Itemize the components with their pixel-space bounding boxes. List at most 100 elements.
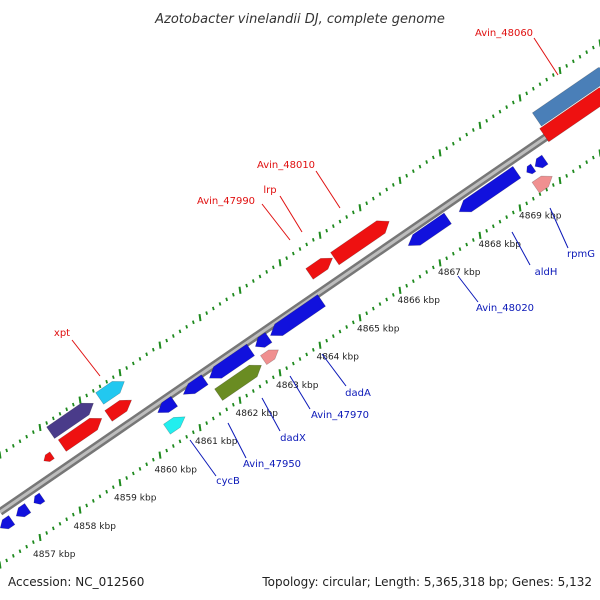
- gene-feature-reverse: [208, 343, 255, 379]
- gene-feature-forward: [305, 257, 333, 280]
- gene-label-avin_48020: Avin_48020: [476, 303, 534, 314]
- gene-leader-line: [321, 353, 347, 387]
- tick-mark: [545, 187, 549, 192]
- tick-mark: [51, 416, 55, 421]
- gene-leader-line: [189, 439, 217, 477]
- tick-mark: [78, 396, 82, 404]
- tick-mark: [378, 192, 382, 196]
- tick-mark: [251, 279, 255, 283]
- tick-mark: [31, 430, 35, 434]
- tick-mark: [18, 549, 22, 554]
- tick-mark: [171, 334, 175, 338]
- tick-mark: [265, 270, 269, 274]
- tick-mark: [311, 237, 315, 242]
- tick-mark: [265, 380, 269, 384]
- backbone-inner: [0, 98, 600, 514]
- tick-mark: [345, 325, 349, 329]
- tick-mark: [558, 176, 562, 185]
- tick-mark: [145, 462, 149, 467]
- tick-label: 4866 kbp: [398, 296, 441, 306]
- tick-mark: [351, 210, 355, 215]
- tick-mark: [365, 311, 369, 316]
- tick-mark: [211, 306, 215, 311]
- tick-mark: [311, 347, 315, 352]
- tick-mark: [58, 411, 62, 416]
- gene-features: [0, 67, 600, 530]
- tick-mark: [305, 352, 309, 357]
- tick-label: 4867 kbp: [438, 268, 481, 278]
- tick-mark: [471, 238, 475, 242]
- gene-leader-line: [549, 207, 569, 249]
- tick-mark: [571, 59, 575, 64]
- tick-label: 4860 kbp: [155, 465, 198, 475]
- tick-mark: [291, 361, 295, 366]
- gene-feature-reverse: [182, 374, 209, 395]
- tick-mark: [491, 224, 495, 229]
- tick-mark: [505, 105, 509, 109]
- tick-mark: [498, 109, 502, 114]
- tick-mark: [518, 94, 522, 102]
- gene-label-dadx: dadX: [280, 433, 306, 444]
- tick-mark: [25, 434, 29, 439]
- tick-mark: [151, 347, 155, 352]
- tick-mark: [31, 540, 35, 544]
- tick-mark: [5, 448, 9, 453]
- gene-feature-forward: [46, 402, 94, 439]
- gene-leader-line: [279, 195, 303, 233]
- tick-label: 4861 kbp: [195, 437, 238, 447]
- gene-feature-reverse: [33, 492, 46, 505]
- tick-mark: [478, 121, 482, 130]
- tick-mark: [338, 329, 342, 334]
- tick-mark: [38, 423, 42, 432]
- tick-mark: [238, 396, 242, 404]
- gene-feature-reverse: [163, 416, 186, 435]
- gene-feature-reverse: [214, 364, 262, 401]
- tick-mark: [358, 204, 362, 212]
- tick-mark: [45, 531, 49, 535]
- tick-mark: [111, 485, 115, 490]
- tick-mark: [51, 526, 55, 531]
- tick-mark: [185, 324, 189, 329]
- tick-mark: [18, 439, 22, 444]
- tick-mark: [131, 361, 135, 366]
- gene-label-lrp: lrp: [263, 185, 276, 196]
- tick-mark: [245, 283, 249, 288]
- tick-mark: [125, 476, 129, 480]
- tick-mark: [191, 320, 195, 325]
- tick-mark: [398, 286, 402, 294]
- tick-label: 4857 kbp: [33, 550, 76, 560]
- tick-mark: [478, 231, 482, 240]
- tick-mark: [198, 424, 202, 432]
- tick-mark: [205, 311, 209, 315]
- tick-mark: [371, 306, 375, 311]
- tick-mark: [65, 407, 69, 412]
- tick-mark: [585, 50, 589, 55]
- tick-mark: [125, 366, 129, 370]
- tick-mark: [365, 201, 369, 206]
- gene-leader-line: [511, 231, 531, 266]
- gene-leader-line: [261, 203, 291, 241]
- tick-mark: [325, 228, 329, 233]
- tick-mark: [425, 160, 429, 164]
- tick-mark: [231, 402, 235, 407]
- tick-mark: [405, 283, 409, 288]
- tick-mark: [145, 352, 149, 357]
- tick-mark: [318, 231, 322, 239]
- tick-mark: [285, 256, 289, 261]
- tick-mark: [98, 384, 102, 389]
- tick-mark: [465, 242, 469, 247]
- tick-mark: [238, 286, 242, 294]
- gene-feature-forward: [104, 399, 132, 422]
- tick-mark: [411, 279, 415, 284]
- tick-mark: [111, 375, 115, 380]
- tick-mark: [198, 314, 202, 322]
- tick-mark: [158, 451, 162, 459]
- outer-tick-line: [0, 39, 600, 459]
- tick-mark: [571, 169, 575, 174]
- gene-feature-forward: [95, 381, 125, 405]
- gene-label-avin_47950: Avin_47950: [243, 459, 301, 470]
- tick-mark: [305, 242, 309, 247]
- tick-mark: [458, 247, 462, 251]
